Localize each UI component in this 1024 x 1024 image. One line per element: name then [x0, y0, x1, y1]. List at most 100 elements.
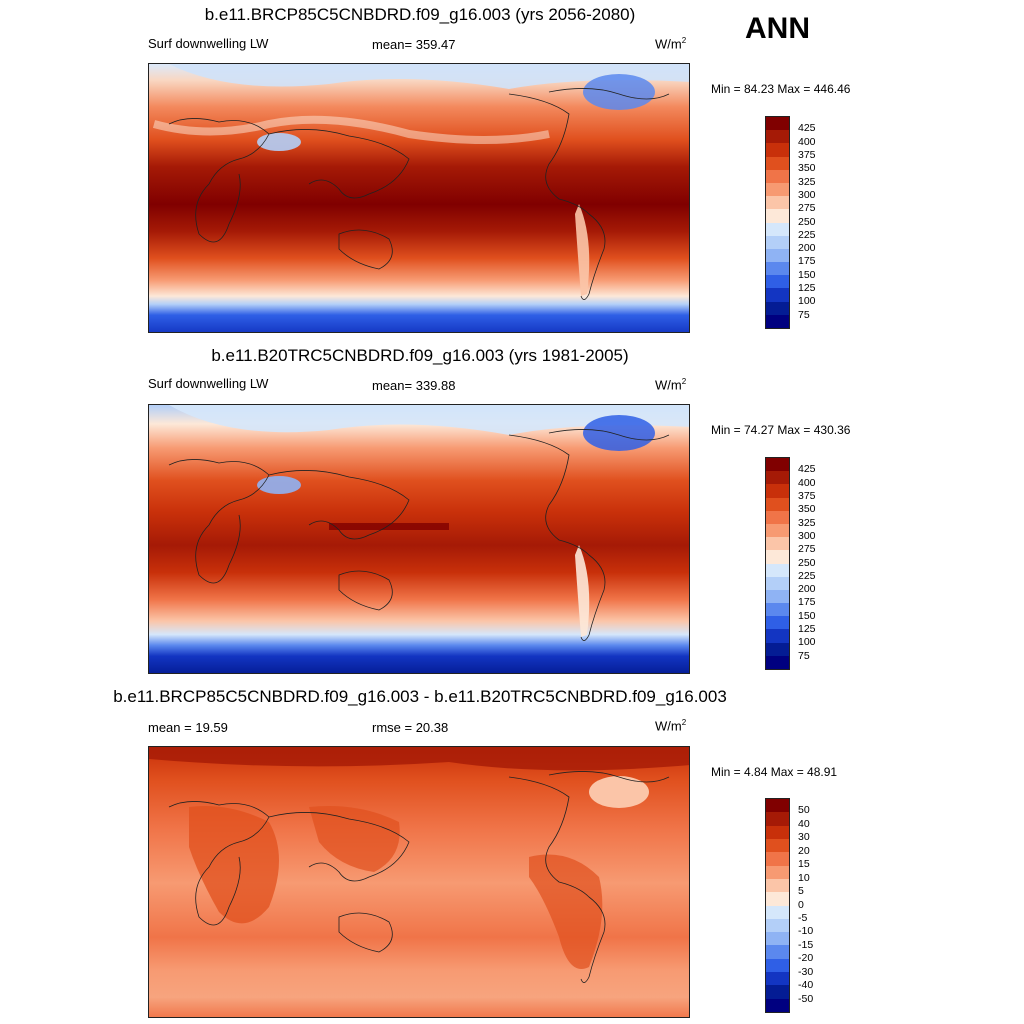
panel1-mean: mean= 359.47: [372, 37, 456, 52]
panel1-map: [148, 63, 690, 333]
colorbar-segment: [766, 550, 789, 564]
colorbar-segment: [766, 563, 789, 577]
colorbar-tick-label: -50: [798, 992, 814, 1005]
panel1-title: b.e11.BRCP85C5CNBDRD.f09_g16.003 (yrs 20…: [204, 5, 636, 24]
panel2-colorbar: [765, 457, 790, 670]
colorbar-tick-label: 10: [798, 871, 810, 884]
colorbar-segment: [766, 196, 789, 210]
panel3-minmax: Min = 4.84 Max = 48.91: [711, 765, 838, 779]
colorbar-segment: [766, 998, 789, 1012]
colorbar-tick-label: -40: [798, 979, 814, 992]
colorbar-tick-label: 125: [798, 623, 816, 636]
panel3-rmse: rmse = 20.38: [372, 720, 449, 735]
colorbar-segment: [766, 865, 789, 879]
colorbar-segment: [766, 838, 789, 853]
colorbar-tick-label: 375: [798, 148, 816, 161]
panel2-map: [148, 404, 690, 674]
colorbar-tick-label: 300: [798, 188, 816, 201]
colorbar-segment: [766, 655, 789, 669]
colorbar-tick-label: 400: [798, 476, 816, 489]
colorbar-tick-label: 100: [798, 295, 816, 308]
colorbar-segment: [766, 629, 789, 643]
colorbar-segment: [766, 117, 789, 131]
colorbar-tick-label: 75: [798, 308, 810, 321]
panel1-units: W/m2: [655, 36, 687, 52]
colorbar-tick-label: 175: [798, 596, 816, 609]
colorbar-tick-label: 30: [798, 831, 810, 844]
colorbar-segment: [766, 642, 789, 656]
colorbar-segment: [766, 301, 789, 315]
colorbar-segment: [766, 985, 789, 999]
colorbar-tick-label: 400: [798, 135, 816, 148]
colorbar-segment: [766, 932, 789, 946]
panel3-map: [148, 746, 690, 1018]
colorbar-tick-label: 375: [798, 489, 816, 502]
colorbar-tick-label: 50: [798, 804, 810, 817]
colorbar-tick-label: -20: [798, 952, 814, 965]
colorbar-tick-label: 15: [798, 858, 810, 871]
colorbar-tick-label: 150: [798, 268, 816, 281]
colorbar-tick-label: -5: [798, 911, 808, 924]
colorbar-segment: [766, 510, 789, 524]
panel2-units: W/m2: [655, 377, 687, 393]
colorbar-segment: [766, 209, 789, 223]
colorbar-segment: [766, 288, 789, 302]
colorbar-segment: [766, 799, 789, 813]
colorbar-segment: [766, 235, 789, 249]
colorbar-segment: [766, 603, 789, 617]
colorbar-segment: [766, 248, 789, 263]
colorbar-segment: [766, 905, 789, 919]
colorbar-segment: [766, 169, 789, 183]
colorbar-segment: [766, 812, 789, 826]
panel2-mean: mean= 339.88: [372, 378, 456, 393]
colorbar-segment: [766, 262, 789, 276]
colorbar-segment: [766, 918, 789, 933]
colorbar-segment: [766, 537, 789, 551]
colorbar-segment: [766, 156, 789, 170]
colorbar-tick-label: -10: [798, 925, 814, 938]
colorbar-tick-label: 200: [798, 583, 816, 596]
season-label: ANN: [745, 12, 810, 45]
colorbar-tick-label: 150: [798, 609, 816, 622]
colorbar-segment: [766, 130, 789, 144]
colorbar-tick-label: 425: [798, 463, 816, 476]
colorbar-segment: [766, 497, 789, 511]
panel1-field-label: Surf downwelling LW: [148, 36, 269, 51]
colorbar-tick-label: 200: [798, 242, 816, 255]
colorbar-tick-label: 325: [798, 175, 816, 188]
colorbar-segment: [766, 458, 789, 472]
colorbar-segment: [766, 892, 789, 906]
colorbar-tick-label: 75: [798, 649, 810, 662]
panel3-mean: mean = 19.59: [148, 720, 228, 735]
colorbar-tick-label: 350: [798, 162, 816, 175]
panel3-units: W/m2: [655, 718, 687, 734]
colorbar-tick-label: 100: [798, 636, 816, 649]
colorbar-tick-label: 20: [798, 844, 810, 857]
colorbar-segment: [766, 222, 789, 236]
colorbar-segment: [766, 314, 789, 328]
colorbar-tick-label: 40: [798, 817, 810, 830]
colorbar-tick-label: 325: [798, 516, 816, 529]
colorbar-tick-label: 425: [798, 122, 816, 135]
colorbar-tick-label: 225: [798, 228, 816, 241]
colorbar-segment: [766, 825, 789, 839]
colorbar-segment: [766, 484, 789, 498]
panel3-colorbar: [765, 798, 790, 1013]
colorbar-segment: [766, 589, 789, 604]
colorbar-segment: [766, 972, 789, 986]
colorbar-tick-label: 5: [798, 885, 804, 898]
colorbar-segment: [766, 471, 789, 485]
colorbar-tick-label: 350: [798, 503, 816, 516]
colorbar-tick-label: 250: [798, 556, 816, 569]
colorbar-tick-label: 125: [798, 282, 816, 295]
colorbar-segment: [766, 576, 789, 590]
colorbar-segment: [766, 878, 789, 893]
colorbar-segment: [766, 945, 789, 959]
colorbar-tick-label: 175: [798, 255, 816, 268]
colorbar-tick-label: 250: [798, 215, 816, 228]
colorbar-segment: [766, 616, 789, 630]
colorbar-tick-label: -30: [798, 965, 814, 978]
colorbar-tick-label: 300: [798, 529, 816, 542]
colorbar-tick-label: 275: [798, 202, 816, 215]
colorbar-tick-label: 225: [798, 569, 816, 582]
